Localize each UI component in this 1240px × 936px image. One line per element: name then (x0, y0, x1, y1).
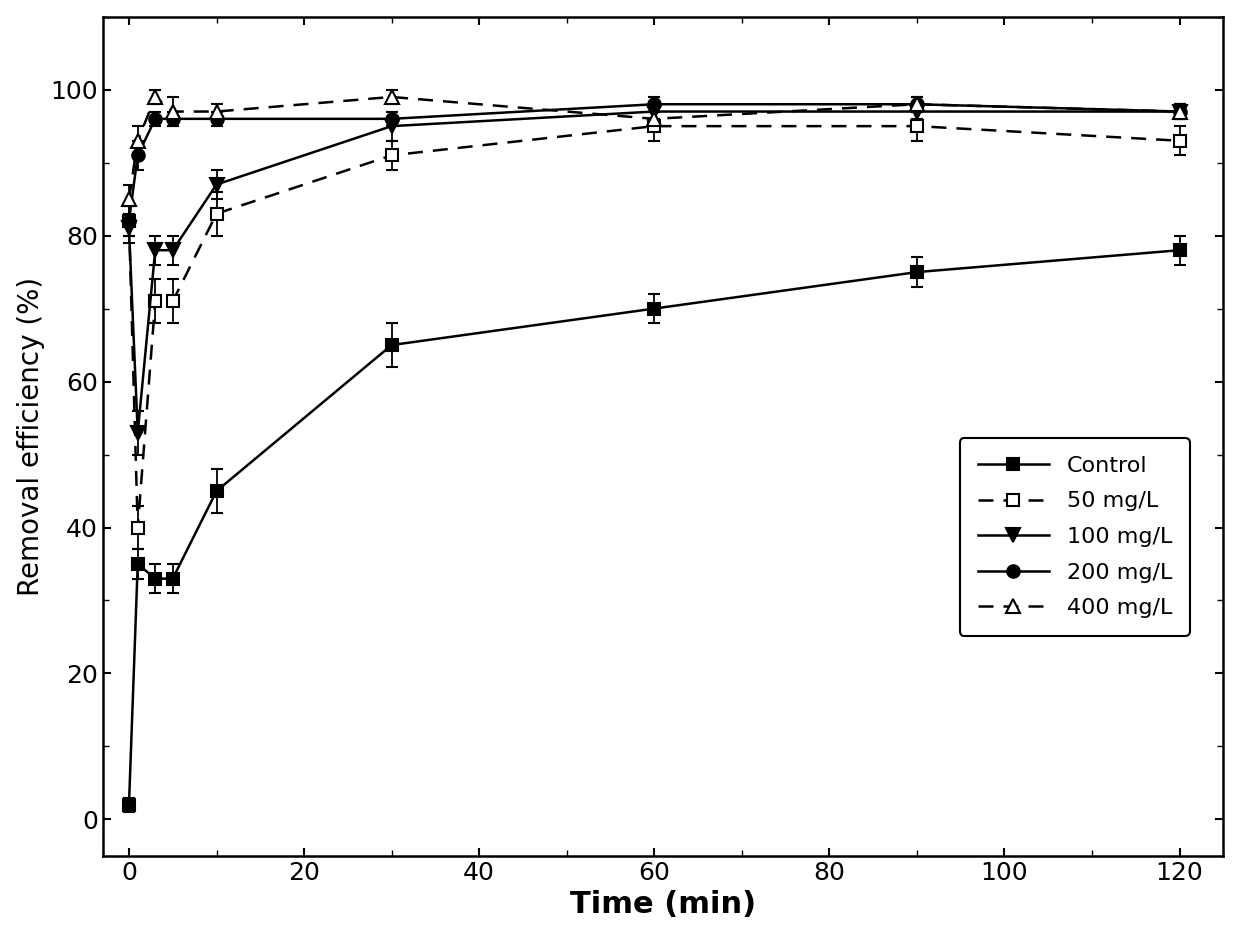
Legend: Control, 50 mg/L, 100 mg/L, 200 mg/L, 400 mg/L: Control, 50 mg/L, 100 mg/L, 200 mg/L, 40… (960, 438, 1190, 636)
X-axis label: Time (min): Time (min) (570, 890, 756, 919)
Y-axis label: Removal efficiency (%): Removal efficiency (%) (16, 277, 45, 596)
